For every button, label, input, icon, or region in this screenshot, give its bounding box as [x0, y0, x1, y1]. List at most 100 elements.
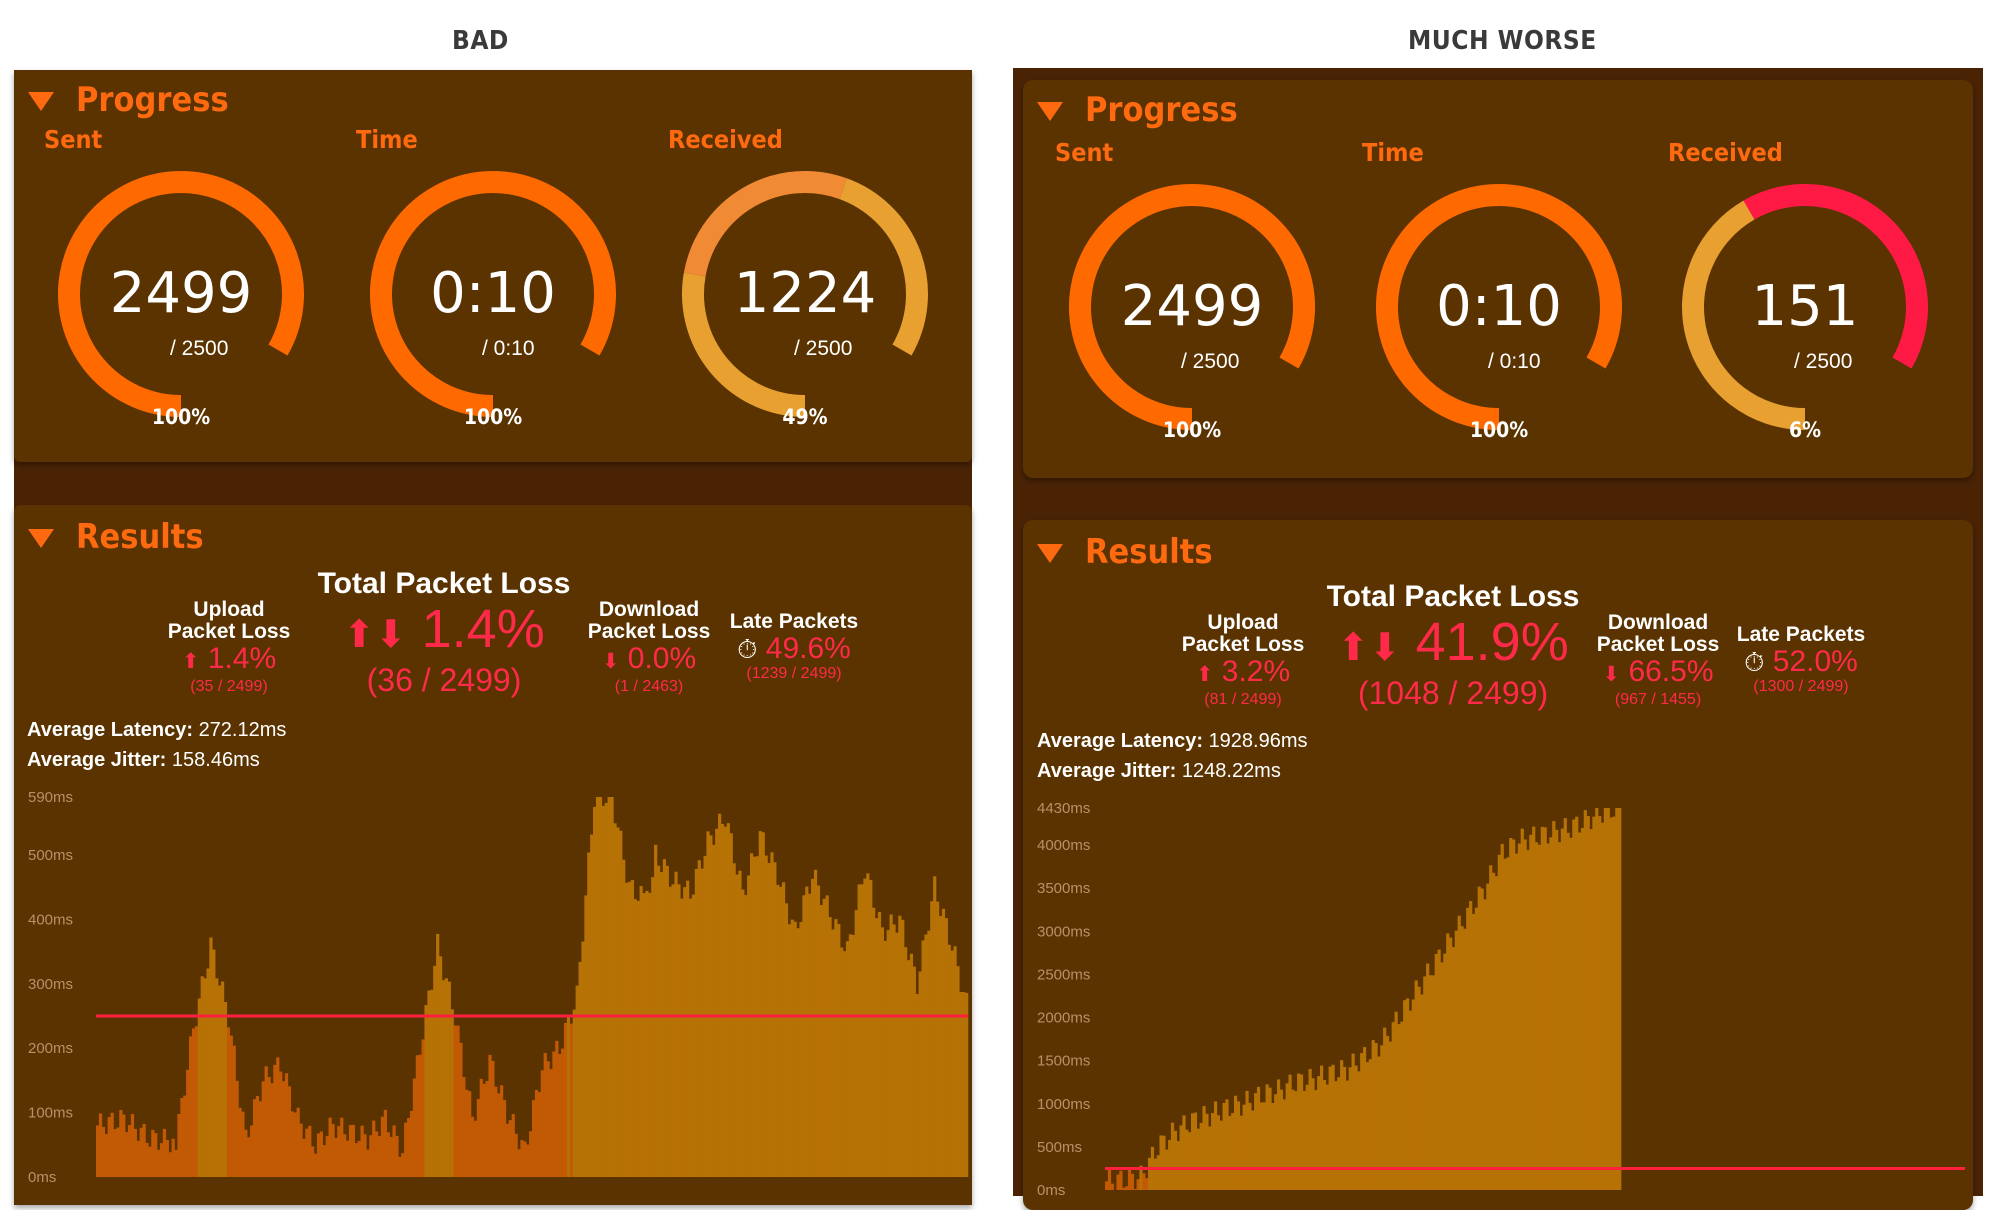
latency-bar — [1497, 854, 1501, 1190]
latency-value: 272.12ms — [198, 719, 287, 741]
gauge-value: 151 — [1751, 274, 1859, 339]
latency-bar — [877, 911, 882, 1177]
latency-bar — [1529, 834, 1533, 1190]
latency-bar — [392, 1125, 396, 1177]
latency-bar — [1242, 1104, 1246, 1190]
latency-bar — [1474, 907, 1478, 1190]
latency-bar — [1466, 907, 1470, 1190]
gauge-total: / 2500 — [1181, 350, 1240, 373]
latency-bar — [1351, 1053, 1355, 1190]
latency-bar — [1345, 1080, 1349, 1190]
latency-bar — [1219, 1120, 1223, 1190]
download-loss: Download Packet Loss ⬇ 66.5% (967 / 1455… — [1568, 612, 1748, 709]
latency-bar — [529, 1131, 533, 1177]
latency-bar — [505, 1123, 510, 1177]
latency-bar — [162, 1128, 167, 1177]
latency-bar — [1317, 1076, 1321, 1190]
late-packets: Late Packets ⏱ 49.6% (1239 / 2499) — [704, 611, 884, 683]
latency-bar — [104, 1133, 108, 1177]
latency-bar — [569, 1023, 573, 1177]
gauge-ring — [370, 171, 616, 417]
gauge-label: Received — [668, 125, 783, 154]
latency-bar — [1535, 842, 1539, 1190]
latency-bar — [407, 1117, 411, 1177]
gauge-percent: 49% — [782, 405, 828, 429]
latency-bar — [476, 1099, 480, 1177]
latency-summary: Average Latency: 1928.96ms Average Jitte… — [1037, 726, 1308, 786]
caption-left: BAD — [452, 26, 509, 56]
latency-bar — [1434, 953, 1438, 1190]
latency-bar — [1297, 1073, 1301, 1190]
jitter-value: 1248.22ms — [1181, 760, 1281, 782]
latency-bar — [1348, 1067, 1352, 1190]
latency-bar — [1560, 828, 1564, 1190]
latency-bar — [895, 932, 899, 1177]
progress-toggle[interactable]: Progress — [28, 80, 229, 120]
latency-bar — [822, 898, 826, 1177]
latency-bar — [441, 980, 446, 1177]
latency-bar — [1385, 1035, 1390, 1190]
latency-bar — [116, 1127, 120, 1177]
latency-bar — [1331, 1064, 1335, 1190]
latency-bar — [874, 918, 879, 1177]
latency-bar — [523, 1141, 527, 1177]
y-tick-label: 100ms — [28, 1105, 73, 1122]
results-toggle[interactable]: Results — [1037, 532, 1213, 572]
download-value: 66.5% — [1628, 655, 1714, 688]
latency-bar — [845, 941, 850, 1177]
latency-bar — [1503, 858, 1507, 1190]
y-tick-label: 0ms — [28, 1169, 56, 1186]
latency-bar — [901, 919, 905, 1177]
latency-bar — [1159, 1135, 1163, 1190]
latency-bar — [1414, 980, 1418, 1190]
progress-toggle[interactable]: Progress — [1037, 90, 1238, 130]
latency-bar — [1454, 930, 1458, 1190]
latency-bar — [1603, 808, 1607, 1190]
latency-bar — [447, 981, 451, 1177]
latency-bar — [781, 882, 786, 1177]
latency-bar — [369, 1135, 373, 1177]
latency-bar — [813, 869, 818, 1177]
latency-bar — [110, 1112, 114, 1177]
jitter-value: 158.46ms — [171, 749, 260, 771]
latency-bar — [1431, 975, 1435, 1190]
latency-bar — [1440, 962, 1444, 1190]
results-toggle[interactable]: Results — [28, 517, 204, 557]
download-loss: Download Packet Loss ⬇ 0.0% (1 / 2463) — [559, 599, 739, 696]
latency-bar — [566, 1015, 571, 1177]
latency-bar — [500, 1085, 504, 1177]
latency-bar — [1127, 1168, 1132, 1190]
latency-bar — [811, 878, 815, 1177]
gauge-ring — [1682, 184, 1928, 430]
latency-bar — [604, 802, 608, 1177]
latency-bar — [552, 1051, 556, 1177]
jitter-label: Average Jitter: — [27, 749, 167, 771]
latency-bar — [799, 922, 803, 1177]
gauge-time: Time 0:10 / 0:10 100% — [356, 125, 632, 445]
latency-bar — [241, 1111, 245, 1177]
latency-bar — [113, 1129, 117, 1177]
upload-label-2: Packet Loss — [167, 620, 291, 643]
latency-bar — [1268, 1087, 1272, 1190]
latency-bar — [1537, 844, 1542, 1190]
results-title: Results — [76, 517, 204, 557]
gauge-label: Time — [356, 125, 418, 154]
latency-bar — [715, 828, 719, 1177]
latency-bar — [157, 1149, 161, 1177]
latency-bar — [761, 832, 765, 1177]
latency-bar — [1360, 1052, 1364, 1190]
gauge-arc-segment — [683, 171, 848, 277]
latency-bar — [511, 1114, 515, 1177]
latency-bar — [831, 929, 835, 1177]
latency-bar — [1251, 1110, 1255, 1190]
latency-bar — [494, 1086, 498, 1177]
latency-bar — [189, 1036, 193, 1177]
gauge-arc-segment — [682, 272, 806, 417]
latency-bar — [1325, 1084, 1329, 1190]
latency-bar — [183, 1095, 187, 1177]
latency-bar — [1463, 928, 1467, 1190]
latency-bar — [1443, 953, 1447, 1190]
upload-loss: Upload Packet Loss ⬆ 3.2% (81 / 2499) — [1148, 612, 1338, 709]
latency-bar — [267, 1077, 271, 1177]
latency-bar — [665, 865, 669, 1177]
